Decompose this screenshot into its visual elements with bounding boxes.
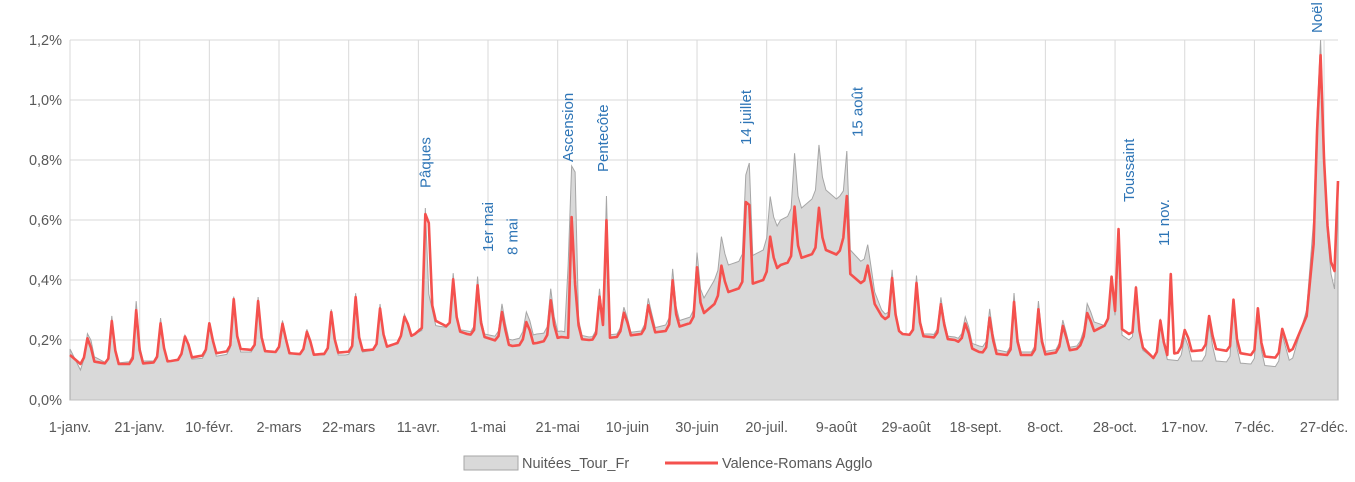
annotation-label: 15 août	[849, 86, 866, 137]
chart-legend: Nuitées_Tour_Fr Valence-Romans Agglo	[463, 455, 872, 472]
x-tick-label: 1-janv.	[49, 420, 91, 436]
legend-label-nuitees: Nuitées_Tour_Fr	[522, 456, 629, 472]
annotation-label: 11 nov.	[1156, 199, 1173, 246]
x-tick-label: 2-mars	[256, 420, 301, 436]
line-path-valence	[69, 53, 1340, 366]
annotation-label: 8 mai	[504, 218, 521, 255]
y-tick-label: 1,0%	[29, 93, 62, 109]
legend-label-valence: Valence-Romans Agglo	[722, 456, 872, 472]
annotation-label: Toussaint	[1121, 138, 1138, 202]
chart-axes: 0,0% 0,2% 0,4% 0,6% 0,8% 1,0% 1,2% 1-janv. 21-ja…	[29, 33, 1348, 436]
y-tick-label: 0,6%	[29, 213, 62, 229]
x-tick-label: 29-août	[881, 420, 930, 436]
x-tick-label: 1-mai	[470, 420, 506, 436]
line-series-valence-romans	[69, 53, 1340, 366]
y-tick-label: 0,4%	[29, 273, 62, 289]
x-tick-label: 17-nov.	[1161, 420, 1208, 436]
x-tick-label: 22-mars	[322, 420, 375, 436]
x-tick-label: 10-févr.	[185, 420, 233, 436]
x-tick-label: 11-avr.	[397, 420, 440, 436]
x-tick-label: 8-oct.	[1027, 420, 1063, 436]
annotation-label: Noël	[1309, 2, 1326, 33]
x-tick-label: 21-mai	[536, 420, 580, 436]
x-tick-label: 30-juin	[675, 420, 719, 436]
annotation-label: Ascension	[560, 93, 577, 162]
event-annotations: Pâques 1er mai 8 mai Ascension Pentecôte 14 j…	[417, 2, 1326, 255]
annotation-label: Pâques	[417, 137, 434, 188]
x-tick-label: 28-oct.	[1093, 420, 1137, 436]
x-tick-label: 10-juin	[606, 420, 650, 436]
y-tick-label: 1,2%	[29, 33, 62, 49]
x-tick-label: 7-déc.	[1234, 420, 1274, 436]
annotation-label: 1er mai	[480, 202, 497, 252]
x-tick-label: 27-déc.	[1300, 420, 1348, 436]
x-tick-label: 20-juil.	[745, 420, 788, 436]
annotation-label: Pentecôte	[595, 104, 612, 172]
y-tick-label: 0,0%	[29, 393, 62, 409]
annotation-label: 14 juillet	[738, 89, 755, 145]
x-tick-label: 18-sept.	[950, 420, 1002, 436]
legend-swatch-nuitees	[463, 455, 519, 471]
x-tick-label: 21-janv.	[114, 420, 165, 436]
y-tick-label: 0,2%	[29, 333, 62, 349]
x-tick-label: 9-août	[816, 420, 857, 436]
y-tick-label: 0,8%	[29, 153, 62, 169]
